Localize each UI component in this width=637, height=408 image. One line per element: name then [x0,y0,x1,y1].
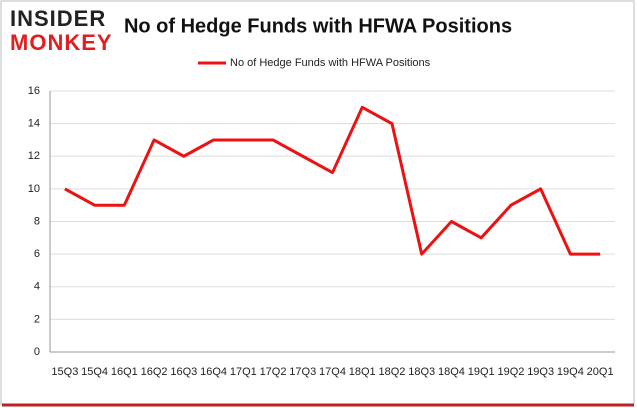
line-series [64,105,601,256]
y-tick-label: 10 [28,183,40,195]
y-tick-label: 4 [34,281,40,293]
x-tick-label: 17Q2 [260,366,287,378]
y-tick-label: 6 [34,248,40,260]
chart-title: No of Hedge Funds with HFWA Positions [124,15,512,37]
x-tick-label: 19Q3 [527,366,554,378]
x-tick-label: 18Q1 [349,366,376,378]
y-tick-label: 14 [28,118,40,130]
y-tick-label: 2 [34,313,40,325]
x-tick-label: 20Q1 [587,366,614,378]
x-tick-label: 17Q1 [230,366,257,378]
x-tick-label: 17Q3 [289,366,316,378]
x-tick-label: 17Q4 [319,366,346,378]
x-tick-label: 19Q2 [497,366,524,378]
legend-label: No of Hedge Funds with HFWA Positions [230,57,431,69]
x-tick-label: 18Q2 [379,366,406,378]
y-tick-label: 8 [34,215,40,227]
x-tick-label: 18Q3 [408,366,435,378]
x-tick-label: 16Q3 [170,366,197,378]
x-tick-label: 16Q4 [200,366,227,378]
y-tick-label: 16 [28,85,40,97]
x-tick-label: 16Q1 [111,366,138,378]
y-tick-label: 12 [28,150,40,162]
x-tick-label: 19Q1 [468,366,495,378]
y-tick-label: 0 [34,346,40,358]
x-tick-label: 19Q4 [557,366,584,378]
x-tick-label: 16Q2 [141,366,168,378]
x-tick-label: 15Q4 [81,366,108,378]
logo-bottom: MONKEY [10,30,113,55]
x-tick-label: 15Q3 [51,366,78,378]
logo-top: INSIDER [10,6,106,31]
x-tick-label: 18Q4 [438,366,465,378]
